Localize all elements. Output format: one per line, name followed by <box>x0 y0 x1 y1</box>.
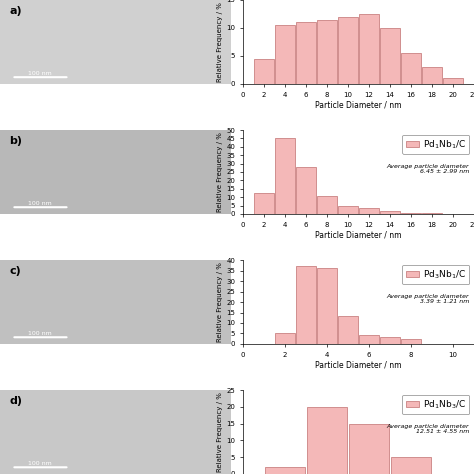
Bar <box>275 138 295 214</box>
X-axis label: Particle Diameter / nm: Particle Diameter / nm <box>315 230 401 239</box>
Bar <box>391 457 431 474</box>
Bar <box>422 213 442 214</box>
Bar <box>359 14 379 84</box>
Bar <box>275 334 295 344</box>
Bar <box>380 28 400 84</box>
Y-axis label: Relative Frequency / %: Relative Frequency / % <box>218 2 223 82</box>
Bar <box>275 25 295 84</box>
Text: c): c) <box>9 266 21 276</box>
Text: 100 nm: 100 nm <box>28 71 52 75</box>
Bar <box>422 67 442 84</box>
Bar <box>401 53 421 84</box>
Text: Average particle diameter
12.51 ± 4.55 nm: Average particle diameter 12.51 ± 4.55 n… <box>387 424 469 435</box>
Bar <box>338 316 358 344</box>
Text: b): b) <box>9 136 22 146</box>
Bar <box>254 193 274 214</box>
Bar <box>349 424 389 474</box>
Bar <box>443 78 463 84</box>
Bar <box>296 167 316 214</box>
Bar <box>317 268 337 344</box>
Bar <box>401 339 421 344</box>
Bar <box>307 407 347 474</box>
Bar <box>296 266 316 344</box>
Legend: Pd$_1$Nb$_1$/C: Pd$_1$Nb$_1$/C <box>402 135 469 154</box>
Bar <box>380 210 400 214</box>
Bar <box>265 467 305 474</box>
Text: d): d) <box>9 396 22 406</box>
X-axis label: Particle Diameter / nm: Particle Diameter / nm <box>315 100 401 109</box>
Text: Average particle diameter
6.45 ± 2.99 nm: Average particle diameter 6.45 ± 2.99 nm <box>387 164 469 174</box>
Bar <box>317 196 337 214</box>
Bar <box>338 206 358 214</box>
Bar <box>401 213 421 214</box>
Text: 100 nm: 100 nm <box>28 461 52 465</box>
Y-axis label: Relative Frequency / %: Relative Frequency / % <box>218 132 223 212</box>
Bar <box>317 19 337 84</box>
Y-axis label: Relative Frequency / %: Relative Frequency / % <box>218 392 223 472</box>
Bar <box>359 208 379 214</box>
Bar <box>359 335 379 344</box>
Y-axis label: Relative Frequency / %: Relative Frequency / % <box>218 262 223 342</box>
X-axis label: Particle Diameter / nm: Particle Diameter / nm <box>315 360 401 369</box>
Text: a): a) <box>9 6 22 16</box>
Bar <box>254 59 274 84</box>
Legend: Pd$_1$Nb$_3$/C: Pd$_1$Nb$_3$/C <box>402 395 469 414</box>
Bar <box>338 17 358 84</box>
Text: 100 nm: 100 nm <box>28 330 52 336</box>
Text: 100 nm: 100 nm <box>28 201 52 206</box>
Legend: Pd$_3$Nb$_1$/C: Pd$_3$Nb$_1$/C <box>402 264 469 284</box>
Text: Average particle diameter
3.39 ± 1.21 nm: Average particle diameter 3.39 ± 1.21 nm <box>387 293 469 304</box>
Bar <box>296 22 316 84</box>
Bar <box>380 337 400 344</box>
